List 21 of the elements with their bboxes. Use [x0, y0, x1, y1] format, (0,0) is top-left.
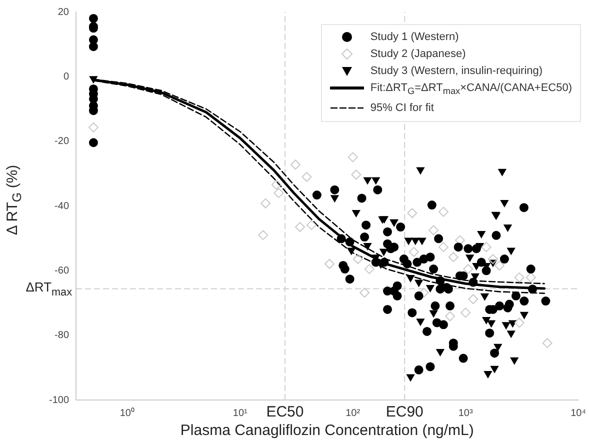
ref-line-label: EC50 — [266, 404, 304, 421]
x-tick-label: 10¹ — [232, 408, 248, 419]
x-tick-label: 10³ — [458, 408, 474, 419]
y-tick-label: 0 — [63, 71, 70, 82]
x-tick-label: 10⁴ — [570, 408, 586, 419]
ref-line-label: EC90 — [386, 404, 424, 421]
x-axis-title: Plasma Canagliflozin Concentration (ng/mL) — [180, 422, 474, 440]
y-tick-label: 20 — [58, 6, 70, 18]
legend-label: Study 2 (Japanese) — [370, 48, 466, 60]
legend-label: Study 3 (Western, insulin-requiring) — [370, 65, 543, 77]
y-tick-label: -80 — [54, 330, 70, 342]
x-tick-label: 10² — [346, 408, 361, 419]
y-tick-label: -40 — [54, 200, 70, 212]
y-tick-label: -60 — [54, 265, 70, 276]
ref-line-label: ΔRT$_{max}$ — [26, 279, 72, 298]
legend-label: Fit:ΔRT$_{G}$=ΔRT$_{max}$×CANA/(CANA+EC50) — [370, 82, 572, 96]
y-tick-label: -20 — [54, 136, 70, 148]
y-tick-label: -100 — [48, 394, 70, 406]
x-tick-label: 10⁰ — [120, 406, 135, 419]
legend-label: 95% CI for fit — [370, 102, 434, 114]
legend-label: Study 1 (Western) — [370, 31, 459, 43]
